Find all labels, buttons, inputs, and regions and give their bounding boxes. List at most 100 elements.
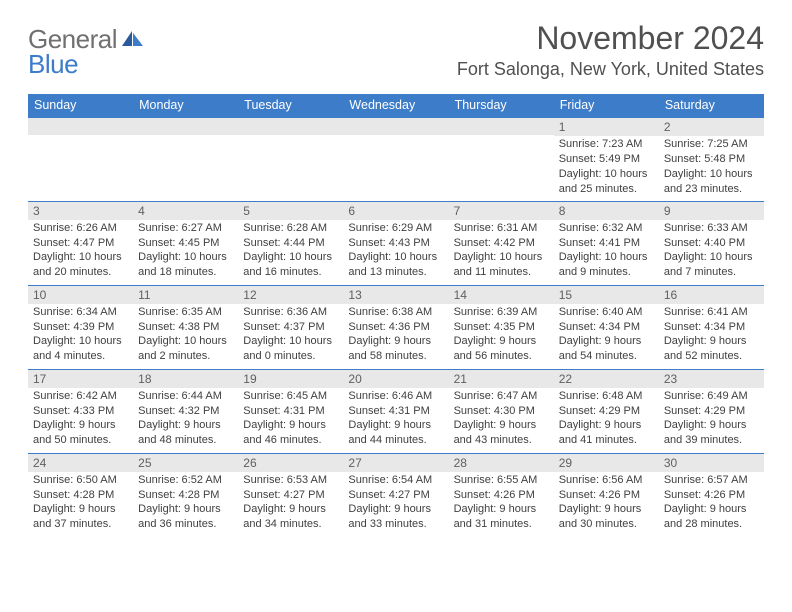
day-number: 23 — [659, 370, 764, 388]
empty-daynum-bar — [28, 118, 133, 135]
day-number: 18 — [133, 370, 238, 388]
day-number: 19 — [238, 370, 343, 388]
day-details: Sunrise: 6:40 AMSunset: 4:34 PMDaylight:… — [554, 304, 659, 368]
day-details: Sunrise: 6:33 AMSunset: 4:40 PMDaylight:… — [659, 220, 764, 284]
day-number: 10 — [28, 286, 133, 304]
day-number: 24 — [28, 454, 133, 472]
day-number: 30 — [659, 454, 764, 472]
day-details: Sunrise: 6:28 AMSunset: 4:44 PMDaylight:… — [238, 220, 343, 284]
calendar-day-cell: 10Sunrise: 6:34 AMSunset: 4:39 PMDayligh… — [28, 285, 133, 369]
calendar-day-cell — [238, 117, 343, 201]
calendar-day-cell: 25Sunrise: 6:52 AMSunset: 4:28 PMDayligh… — [133, 453, 238, 537]
day-number: 28 — [449, 454, 554, 472]
day-details: Sunrise: 6:29 AMSunset: 4:43 PMDaylight:… — [343, 220, 448, 284]
calendar-day-cell: 22Sunrise: 6:48 AMSunset: 4:29 PMDayligh… — [554, 369, 659, 453]
location: Fort Salonga, New York, United States — [457, 59, 764, 80]
day-header: Thursday — [449, 94, 554, 117]
empty-daynum-bar — [343, 118, 448, 135]
calendar-day-cell: 26Sunrise: 6:53 AMSunset: 4:27 PMDayligh… — [238, 453, 343, 537]
calendar-day-cell: 24Sunrise: 6:50 AMSunset: 4:28 PMDayligh… — [28, 453, 133, 537]
day-number: 11 — [133, 286, 238, 304]
day-header: Monday — [133, 94, 238, 117]
day-number: 8 — [554, 202, 659, 220]
calendar-day-cell: 11Sunrise: 6:35 AMSunset: 4:38 PMDayligh… — [133, 285, 238, 369]
calendar-week-row: 17Sunrise: 6:42 AMSunset: 4:33 PMDayligh… — [28, 369, 764, 453]
day-number: 26 — [238, 454, 343, 472]
calendar-table: Sunday Monday Tuesday Wednesday Thursday… — [28, 94, 764, 537]
day-number: 20 — [343, 370, 448, 388]
day-details: Sunrise: 6:55 AMSunset: 4:26 PMDaylight:… — [449, 472, 554, 536]
day-details: Sunrise: 6:46 AMSunset: 4:31 PMDaylight:… — [343, 388, 448, 452]
day-details: Sunrise: 6:36 AMSunset: 4:37 PMDaylight:… — [238, 304, 343, 368]
calendar-week-row: 1Sunrise: 7:23 AMSunset: 5:49 PMDaylight… — [28, 117, 764, 201]
day-number: 22 — [554, 370, 659, 388]
day-number: 16 — [659, 286, 764, 304]
day-details: Sunrise: 6:53 AMSunset: 4:27 PMDaylight:… — [238, 472, 343, 536]
logo-sail-icon — [122, 35, 144, 52]
calendar-day-cell: 23Sunrise: 6:49 AMSunset: 4:29 PMDayligh… — [659, 369, 764, 453]
day-details: Sunrise: 6:41 AMSunset: 4:34 PMDaylight:… — [659, 304, 764, 368]
day-header: Wednesday — [343, 94, 448, 117]
day-header: Saturday — [659, 94, 764, 117]
day-details: Sunrise: 7:25 AMSunset: 5:48 PMDaylight:… — [659, 136, 764, 200]
day-header: Tuesday — [238, 94, 343, 117]
calendar-day-cell — [343, 117, 448, 201]
calendar-day-cell — [28, 117, 133, 201]
calendar-week-row: 10Sunrise: 6:34 AMSunset: 4:39 PMDayligh… — [28, 285, 764, 369]
day-details: Sunrise: 6:34 AMSunset: 4:39 PMDaylight:… — [28, 304, 133, 368]
calendar-day-cell: 1Sunrise: 7:23 AMSunset: 5:49 PMDaylight… — [554, 117, 659, 201]
day-header: Sunday — [28, 94, 133, 117]
calendar-day-cell: 17Sunrise: 6:42 AMSunset: 4:33 PMDayligh… — [28, 369, 133, 453]
header: General Blue November 2024 Fort Salonga,… — [28, 20, 764, 80]
day-header-row: Sunday Monday Tuesday Wednesday Thursday… — [28, 94, 764, 117]
day-details: Sunrise: 6:49 AMSunset: 4:29 PMDaylight:… — [659, 388, 764, 452]
empty-daynum-bar — [449, 118, 554, 135]
calendar-day-cell: 14Sunrise: 6:39 AMSunset: 4:35 PMDayligh… — [449, 285, 554, 369]
day-details: Sunrise: 6:52 AMSunset: 4:28 PMDaylight:… — [133, 472, 238, 536]
day-details: Sunrise: 6:44 AMSunset: 4:32 PMDaylight:… — [133, 388, 238, 452]
day-number: 25 — [133, 454, 238, 472]
day-number: 21 — [449, 370, 554, 388]
day-number: 29 — [554, 454, 659, 472]
calendar-day-cell: 30Sunrise: 6:57 AMSunset: 4:26 PMDayligh… — [659, 453, 764, 537]
calendar-day-cell: 7Sunrise: 6:31 AMSunset: 4:42 PMDaylight… — [449, 201, 554, 285]
day-number: 3 — [28, 202, 133, 220]
calendar-day-cell: 18Sunrise: 6:44 AMSunset: 4:32 PMDayligh… — [133, 369, 238, 453]
day-details: Sunrise: 7:23 AMSunset: 5:49 PMDaylight:… — [554, 136, 659, 200]
calendar-week-row: 24Sunrise: 6:50 AMSunset: 4:28 PMDayligh… — [28, 453, 764, 537]
calendar-day-cell: 16Sunrise: 6:41 AMSunset: 4:34 PMDayligh… — [659, 285, 764, 369]
day-number: 14 — [449, 286, 554, 304]
day-number: 27 — [343, 454, 448, 472]
day-details: Sunrise: 6:45 AMSunset: 4:31 PMDaylight:… — [238, 388, 343, 452]
day-details: Sunrise: 6:47 AMSunset: 4:30 PMDaylight:… — [449, 388, 554, 452]
day-details: Sunrise: 6:39 AMSunset: 4:35 PMDaylight:… — [449, 304, 554, 368]
day-number: 6 — [343, 202, 448, 220]
day-details: Sunrise: 6:56 AMSunset: 4:26 PMDaylight:… — [554, 472, 659, 536]
calendar-day-cell: 5Sunrise: 6:28 AMSunset: 4:44 PMDaylight… — [238, 201, 343, 285]
month-title: November 2024 — [457, 20, 764, 57]
day-details: Sunrise: 6:38 AMSunset: 4:36 PMDaylight:… — [343, 304, 448, 368]
title-block: November 2024 Fort Salonga, New York, Un… — [457, 20, 764, 80]
calendar-day-cell: 21Sunrise: 6:47 AMSunset: 4:30 PMDayligh… — [449, 369, 554, 453]
day-number: 15 — [554, 286, 659, 304]
calendar-day-cell: 12Sunrise: 6:36 AMSunset: 4:37 PMDayligh… — [238, 285, 343, 369]
logo: General Blue — [28, 24, 144, 80]
day-details: Sunrise: 6:42 AMSunset: 4:33 PMDaylight:… — [28, 388, 133, 452]
day-number: 4 — [133, 202, 238, 220]
calendar-day-cell: 13Sunrise: 6:38 AMSunset: 4:36 PMDayligh… — [343, 285, 448, 369]
empty-daynum-bar — [238, 118, 343, 135]
calendar-day-cell — [133, 117, 238, 201]
day-number: 7 — [449, 202, 554, 220]
day-number: 17 — [28, 370, 133, 388]
calendar-day-cell: 20Sunrise: 6:46 AMSunset: 4:31 PMDayligh… — [343, 369, 448, 453]
calendar-day-cell: 29Sunrise: 6:56 AMSunset: 4:26 PMDayligh… — [554, 453, 659, 537]
calendar-day-cell: 6Sunrise: 6:29 AMSunset: 4:43 PMDaylight… — [343, 201, 448, 285]
day-details: Sunrise: 6:26 AMSunset: 4:47 PMDaylight:… — [28, 220, 133, 284]
day-details: Sunrise: 6:31 AMSunset: 4:42 PMDaylight:… — [449, 220, 554, 284]
calendar-day-cell: 8Sunrise: 6:32 AMSunset: 4:41 PMDaylight… — [554, 201, 659, 285]
calendar-day-cell — [449, 117, 554, 201]
calendar-day-cell: 28Sunrise: 6:55 AMSunset: 4:26 PMDayligh… — [449, 453, 554, 537]
empty-daynum-bar — [133, 118, 238, 135]
day-number: 5 — [238, 202, 343, 220]
calendar-day-cell: 19Sunrise: 6:45 AMSunset: 4:31 PMDayligh… — [238, 369, 343, 453]
